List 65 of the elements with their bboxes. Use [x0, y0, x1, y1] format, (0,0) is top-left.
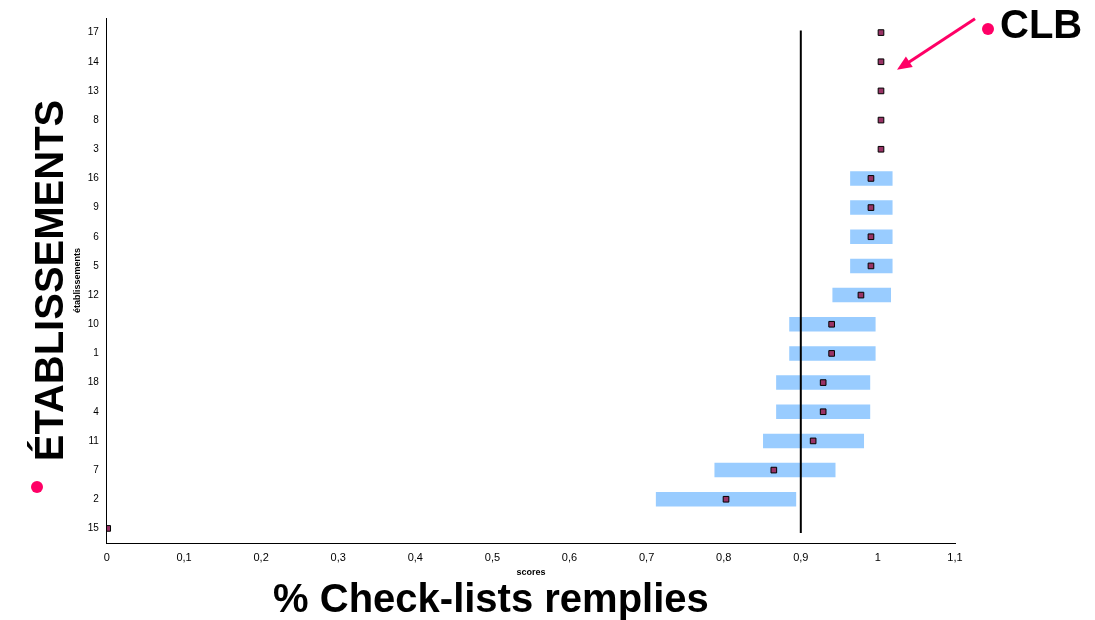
- y-tick-label: 10: [87, 318, 100, 329]
- point: [106, 525, 112, 532]
- point: [722, 495, 730, 503]
- y-tick-label: 9: [93, 201, 100, 213]
- bar: [655, 492, 797, 507]
- point: [770, 466, 778, 474]
- x-tick-label: 0,2: [253, 550, 269, 563]
- bar: [776, 375, 871, 390]
- bar: [789, 317, 876, 332]
- point: [877, 145, 885, 153]
- y-tick-label: 17: [87, 26, 100, 38]
- x-tick-label: 0,9: [793, 550, 809, 563]
- text: % Check-lists remplies: [273, 576, 709, 620]
- y-tick-label: 5: [93, 259, 100, 271]
- bar: [850, 171, 893, 186]
- point: [828, 320, 835, 328]
- y-tick-label: 4: [93, 405, 100, 417]
- y-tick-label: 8: [93, 113, 100, 125]
- bar: [763, 433, 865, 449]
- bar: [850, 200, 893, 215]
- y-tick-label: 6: [93, 230, 100, 242]
- y-tick-label: 12: [87, 288, 100, 300]
- text: ÉTABLISSEMENTS: [27, 99, 72, 462]
- bar: [832, 287, 892, 303]
- point: [867, 233, 875, 241]
- point: [819, 379, 827, 386]
- bar: [850, 258, 893, 274]
- y-tick-label: 7: [93, 463, 100, 475]
- y-tick-label: 14: [87, 55, 100, 67]
- y-tick-label: 1: [93, 347, 100, 359]
- x-tick-label: 0: [103, 550, 110, 563]
- point: [809, 437, 817, 445]
- point: [877, 87, 885, 95]
- y-tick-label: 16: [87, 172, 100, 184]
- x-tick-label: 0,7: [638, 550, 655, 563]
- x-tick-label: 1,1: [947, 550, 963, 563]
- y-tick-label: 13: [87, 84, 100, 96]
- x-axis-title: scores: [516, 567, 546, 578]
- bar: [776, 404, 871, 419]
- point: [877, 29, 885, 36]
- y-tick-label: 15: [87, 522, 100, 534]
- annotation: CLB: [1000, 1, 1083, 46]
- point: [828, 350, 835, 357]
- point: [819, 408, 827, 416]
- y-tick-label: 18: [87, 376, 100, 388]
- y-tick-label: 2: [93, 493, 100, 504]
- x-tick-label: 0,3: [330, 550, 346, 563]
- y-tick-label: 3: [93, 143, 100, 154]
- x-tick-label: 0,5: [484, 550, 501, 563]
- point: [867, 262, 875, 270]
- y-tick-label: 11: [88, 434, 100, 446]
- x-tick-label: 0,6: [561, 550, 578, 563]
- point: [867, 175, 875, 182]
- y-axis-title: établissements: [71, 247, 82, 314]
- x-tick-label: 0,1: [176, 550, 192, 563]
- x-tick-label: 1: [874, 550, 881, 563]
- x-tick-label: 0,8: [716, 550, 732, 563]
- point: [857, 291, 865, 299]
- bar: [789, 346, 876, 361]
- x-tick-label: 0,4: [407, 550, 423, 563]
- point: [877, 116, 885, 124]
- bar: [714, 462, 836, 478]
- point: [867, 204, 875, 211]
- point: [877, 58, 885, 66]
- bar: [850, 229, 893, 244]
